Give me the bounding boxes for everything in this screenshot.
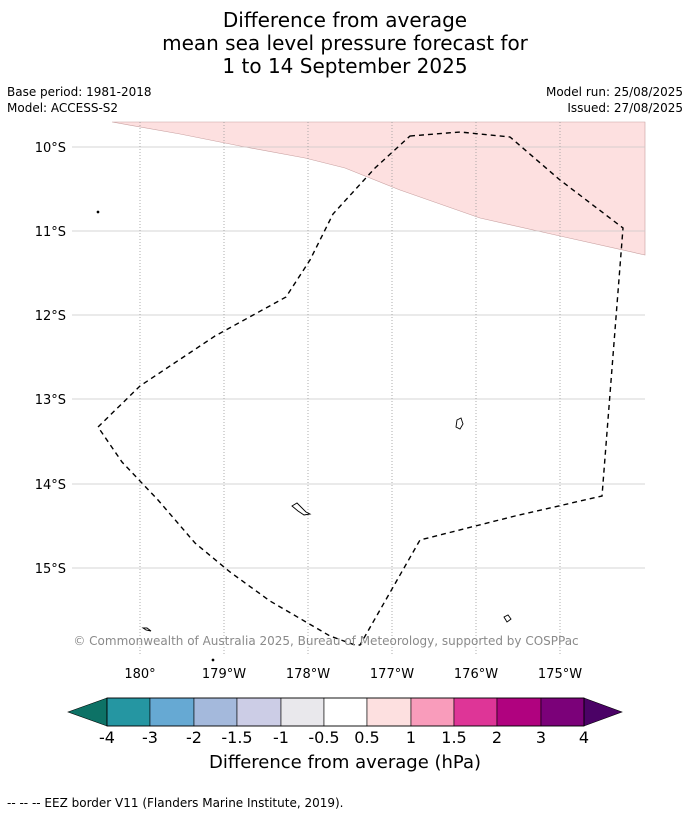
island-dot — [96, 210, 100, 214]
longitude-gridlines — [139, 122, 561, 656]
colorbar-tick-labels: -4 -3 -2 -1.5 -1 -0.5 0.5 1 1.5 2 3 4 — [99, 728, 589, 747]
base-period-text: Base period: 1981-2018 — [7, 85, 152, 99]
lat-label: 10°S — [35, 141, 66, 156]
island-dot — [211, 658, 215, 662]
model-text: Model: ACCESS-S2 — [7, 101, 119, 115]
lat-label: 11°S — [35, 225, 66, 240]
map-title-line-1: Difference from average — [222, 8, 468, 32]
colorbar-tick-label: 3 — [536, 728, 546, 747]
colorbar-segment — [106, 697, 151, 727]
colorbar-segment — [193, 697, 238, 727]
colorbar-segment — [236, 697, 282, 727]
lon-label: 177°W — [370, 667, 414, 682]
colorbar-tick-label: -4 — [99, 728, 115, 747]
colorbar-segment — [323, 697, 368, 727]
island-outline — [503, 614, 512, 623]
colorbar-title: Difference from average (hPa) — [208, 752, 482, 773]
model-run-text: Model run: 25/08/2025 — [545, 85, 683, 99]
island-outline — [141, 627, 152, 632]
map-title-line-3: 1 to 14 September 2025 — [222, 54, 468, 78]
eez-legend-note: -- -- -- EEZ border V11 (Flanders Marine… — [7, 796, 344, 810]
lon-label: 176°W — [454, 667, 498, 682]
colorbar-segment — [280, 697, 325, 727]
colorbar-extend-high — [583, 697, 623, 727]
colorbar-tick-label: -1.5 — [221, 728, 252, 747]
map-panel: 10°S 11°S 12°S 13°S 14°S 15°S 180° 179°W… — [35, 121, 646, 682]
eez-border — [97, 131, 624, 646]
colorbar-segment — [540, 697, 585, 727]
colorbar-outline — [106, 697, 585, 727]
latitude-gridlines — [72, 146, 645, 569]
colorbar-segment — [366, 697, 412, 727]
colorbar-tick-label: -2 — [186, 728, 202, 747]
issued-text: Issued: 27/08/2025 — [567, 101, 683, 115]
colorbar-segment — [149, 697, 195, 727]
colorbar-tick-label: -1 — [273, 728, 289, 747]
lon-label: 179°W — [202, 667, 246, 682]
colorbar-tick-label: 1 — [406, 728, 416, 747]
longitude-labels: 180° 179°W 178°W 177°W 176°W 175°W — [124, 667, 582, 682]
lat-label: 13°S — [35, 393, 66, 408]
colorbar-extend-low — [67, 697, 108, 727]
anomaly-region — [111, 121, 646, 256]
map-title-line-2: mean sea level pressure forecast for — [162, 31, 528, 55]
island-outline — [455, 417, 464, 430]
lat-label: 14°S — [35, 478, 66, 493]
lon-label: 178°W — [286, 667, 330, 682]
colorbar-segment — [453, 697, 498, 727]
copyright-notice: © Commonwealth of Australia 2025, Bureau… — [73, 634, 578, 648]
colorbar-tick-label: 1.5 — [441, 728, 466, 747]
island-outline — [291, 502, 312, 516]
lon-label: 180° — [124, 667, 155, 682]
colorbar-tick-label: -3 — [142, 728, 158, 747]
colorbar-tick-label: 0.5 — [354, 728, 379, 747]
latitude-labels: 10°S 11°S 12°S 13°S 14°S 15°S — [35, 141, 66, 577]
colorbar: -4 -3 -2 -1.5 -1 -0.5 0.5 1 1.5 2 3 4 — [67, 697, 623, 747]
colorbar-segment — [496, 697, 542, 727]
lat-label: 12°S — [35, 309, 66, 324]
colorbar-segment — [410, 697, 455, 727]
colorbar-tick-label: -0.5 — [308, 728, 339, 747]
colorbar-tick-label: 2 — [492, 728, 502, 747]
colorbar-tick-label: 4 — [579, 728, 589, 747]
lon-label: 175°W — [538, 667, 582, 682]
islands — [96, 210, 512, 662]
lat-label: 15°S — [35, 562, 66, 577]
